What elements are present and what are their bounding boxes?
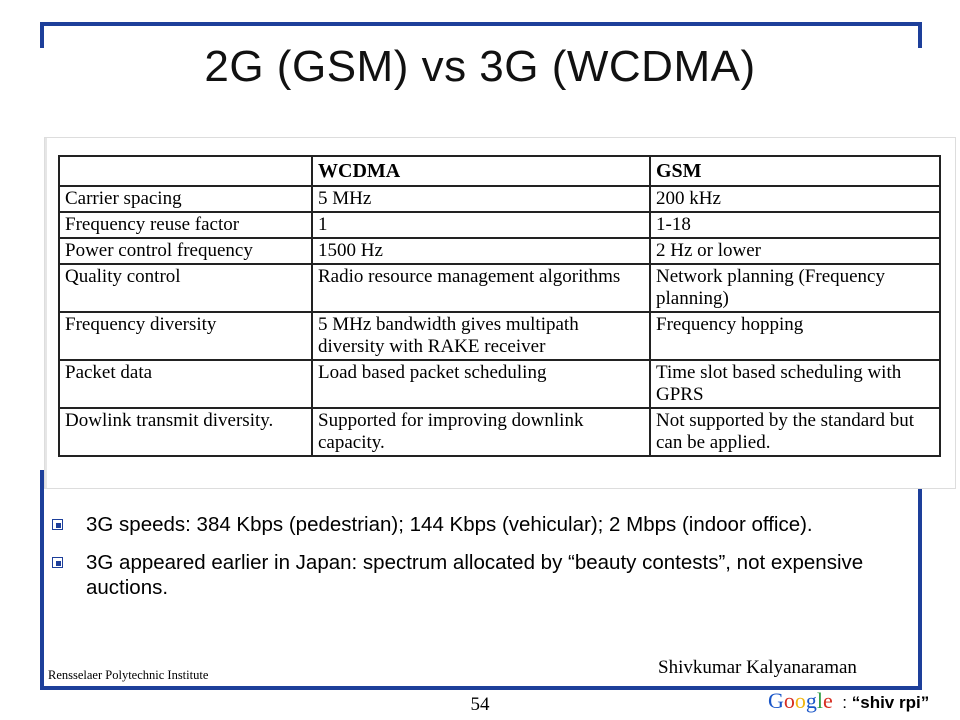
search-query: : “shiv rpi” xyxy=(842,693,929,712)
google-logo-letter: g xyxy=(805,688,817,713)
square-bullet-icon xyxy=(52,519,63,530)
slide-frame-top xyxy=(40,22,922,26)
table-cell: Packet data xyxy=(58,359,313,409)
slide-frame-right xyxy=(918,470,922,690)
table-row: Quality control Radio resource management… xyxy=(58,263,941,313)
table-cell: 5 MHz bandwidth gives multipath diversit… xyxy=(311,311,651,361)
slide-frame-left xyxy=(40,470,44,690)
google-logo-letter: e xyxy=(823,688,833,713)
square-bullet-icon xyxy=(52,557,63,568)
page-number: 54 xyxy=(470,694,490,715)
table-cell: Dowlink transmit diversity. xyxy=(58,407,313,457)
bullet-list: 3G speeds: 384 Kbps (pedestrian); 144 Kb… xyxy=(50,512,910,613)
table-cell: Time slot based scheduling with GPRS xyxy=(649,359,941,409)
bullet-item: 3G speeds: 384 Kbps (pedestrian); 144 Kb… xyxy=(50,512,910,537)
google-logo-letter: G xyxy=(768,688,784,713)
google-logo-letter: o xyxy=(783,688,795,713)
institute-name: Rensselaer Polytechnic Institute xyxy=(48,668,209,682)
table-cell: 2 Hz or lower xyxy=(649,237,941,265)
table-header-cell: WCDMA xyxy=(311,155,651,187)
table-row: Packet data Load based packet scheduling T… xyxy=(58,359,941,409)
table-cell: Supported for improving downlink capacit… xyxy=(311,407,651,457)
search-query-text: “shiv rpi” xyxy=(851,693,930,712)
search-separator: : xyxy=(842,693,848,712)
google-logo-letter: o xyxy=(794,688,806,713)
comparison-table-image: WCDMA GSM Carrier spacing 5 MHz 200 kHz Frequ… xyxy=(44,137,956,489)
table-row: Frequency diversity 5 MHz bandwidth gives… xyxy=(58,311,941,361)
table-header-cell xyxy=(58,155,313,187)
google-search-footer: Google : “shiv rpi” xyxy=(768,688,929,716)
table-row: Dowlink transmit diversity. Supported for… xyxy=(58,407,941,457)
table-cell: Radio resource management algorithms xyxy=(311,263,651,313)
bullet-item: 3G appeared earlier in Japan: spectrum a… xyxy=(50,550,910,600)
image-edge-left xyxy=(45,138,47,488)
slide-frame-bottom xyxy=(40,686,922,690)
table-cell: Carrier spacing xyxy=(58,185,313,213)
table-cell: Frequency diversity xyxy=(58,311,313,361)
table-cell: Not supported by the standard but can be… xyxy=(649,407,941,457)
slide-frame-right-top xyxy=(918,22,922,48)
table-header-row: WCDMA GSM xyxy=(58,155,941,187)
table-cell: Quality control xyxy=(58,263,313,313)
table-row: Carrier spacing 5 MHz 200 kHz xyxy=(58,185,941,213)
google-logo-letter: l xyxy=(816,688,824,713)
table-cell: 5 MHz xyxy=(311,185,651,213)
table-cell: Frequency reuse factor xyxy=(58,211,313,239)
table-cell: 200 kHz xyxy=(649,185,941,213)
comparison-table: WCDMA GSM Carrier spacing 5 MHz 200 kHz Frequ… xyxy=(58,155,941,457)
google-logo: Google xyxy=(768,688,833,713)
table-row: Power control frequency 1500 Hz 2 Hz or lo… xyxy=(58,237,941,265)
table-cell: Power control frequency xyxy=(58,237,313,265)
slide-frame-left-top xyxy=(40,22,44,48)
table-cell: Network planning (Frequency planning) xyxy=(649,263,941,313)
bullet-text: 3G speeds: 384 Kbps (pedestrian); 144 Kb… xyxy=(86,513,813,536)
author-name: Shivkumar Kalyanaraman xyxy=(658,657,857,678)
table-row: Frequency reuse factor 1 1-18 xyxy=(58,211,941,239)
table-cell: Frequency hopping xyxy=(649,311,941,361)
table-cell: 1-18 xyxy=(649,211,941,239)
slide-title: 2G (GSM) vs 3G (WCDMA) xyxy=(204,42,756,91)
table-cell: 1500 Hz xyxy=(311,237,651,265)
bullet-text: 3G appeared earlier in Japan: spectrum a… xyxy=(86,551,864,599)
table-cell: 1 xyxy=(311,211,651,239)
table-cell: Load based packet scheduling xyxy=(311,359,651,409)
table-header-cell: GSM xyxy=(649,155,941,187)
